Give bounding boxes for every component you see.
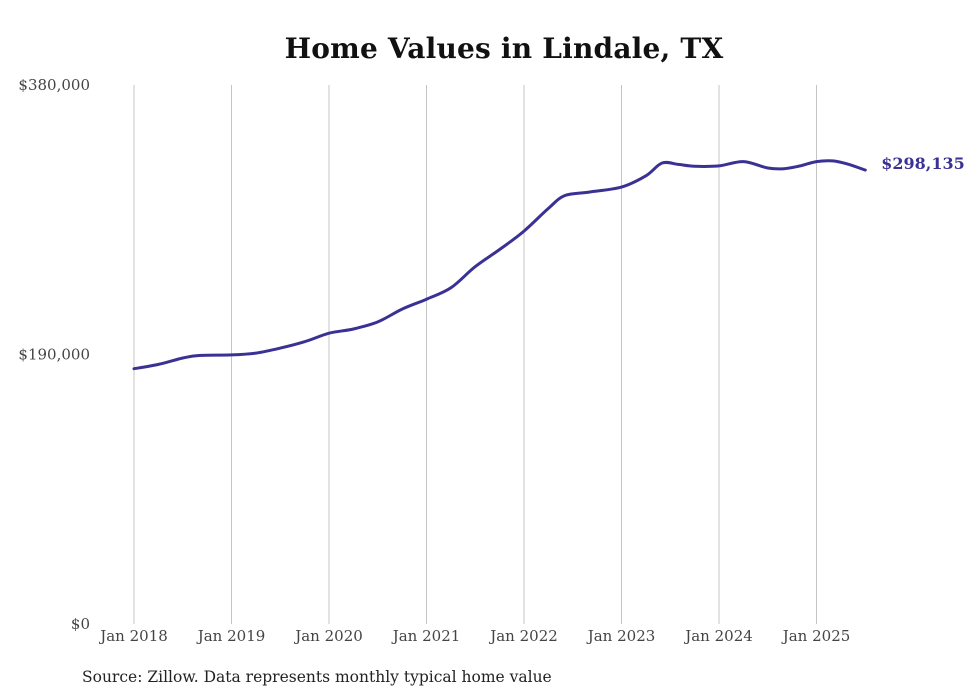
series-group xyxy=(132,159,867,371)
x-axis: Jan 2018 Jan 2019 Jan 2020 Jan 2021 Jan 2022… xyxy=(98,627,850,645)
x-tick-label: Jan 2021 xyxy=(391,627,461,645)
series-line xyxy=(132,159,867,371)
x-tick-label: Jan 2023 xyxy=(586,627,656,645)
y-tick-label: $190,000 xyxy=(18,346,90,364)
x-tick-label: Jan 2019 xyxy=(196,627,266,645)
end-value-label: $298,135 xyxy=(881,154,965,173)
y-tick-label: $0 xyxy=(71,615,90,633)
x-tick-label: Jan 2020 xyxy=(293,627,363,645)
chart-title: Home Values in Lindale, TX xyxy=(284,32,724,65)
x-tick-label: Jan 2018 xyxy=(98,627,168,645)
source-note: Source: Zillow. Data represents monthly … xyxy=(82,668,552,686)
y-tick-label: $380,000 xyxy=(18,76,90,94)
x-tick-label: Jan 2024 xyxy=(683,627,753,645)
x-tick-label: Jan 2022 xyxy=(488,627,558,645)
y-axis: $0 $190,000 $380,000 xyxy=(18,76,90,633)
x-tick-label: Jan 2025 xyxy=(781,627,851,645)
data-labels: $298,135 xyxy=(881,154,965,173)
